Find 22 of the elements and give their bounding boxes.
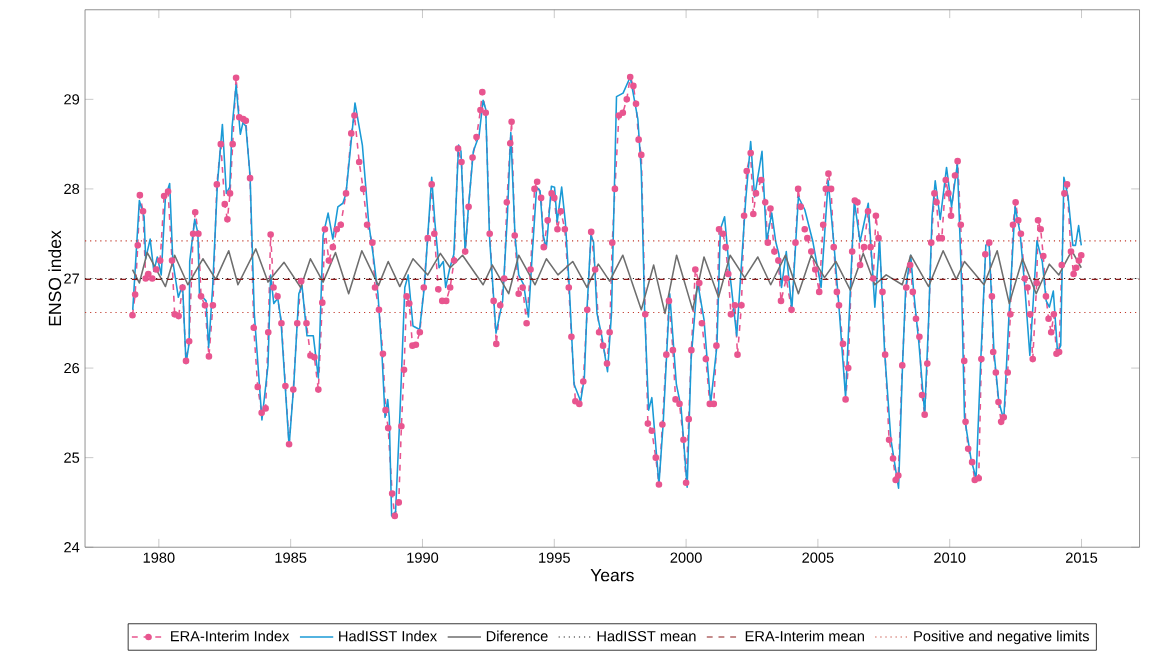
legend-label: Diference xyxy=(486,630,548,642)
y-tick-label: 26 xyxy=(64,362,80,374)
x-tick-label: 1995 xyxy=(539,552,570,563)
x-tick-label: 1990 xyxy=(407,552,439,563)
legend-label: HadISST Index xyxy=(339,630,437,642)
y-axis-title: ENSO index xyxy=(48,230,62,326)
x-tick-label: 2005 xyxy=(802,552,834,563)
x-tick-label: 2015 xyxy=(1065,552,1098,563)
x-tick-label: 1980 xyxy=(143,552,175,563)
legend-label: ERA-Interim Index xyxy=(171,630,290,642)
legend-label: Positive and negative limits xyxy=(914,630,1089,644)
x-tick-label: 2000 xyxy=(670,552,702,563)
x-axis-title: Years xyxy=(590,568,634,582)
y-tick-label: 29 xyxy=(64,93,80,105)
x-tick-label: 2010 xyxy=(934,552,966,563)
legend-label: ERA-Interim mean xyxy=(745,630,864,642)
y-tick-label: 28 xyxy=(64,183,80,194)
y-tick-label: 25 xyxy=(64,452,80,463)
x-tick-label: 1985 xyxy=(275,552,307,563)
y-tick-label: 27 xyxy=(64,273,80,284)
y-tick-label: 24 xyxy=(64,541,80,553)
legend-label: HadISST mean xyxy=(597,630,696,642)
